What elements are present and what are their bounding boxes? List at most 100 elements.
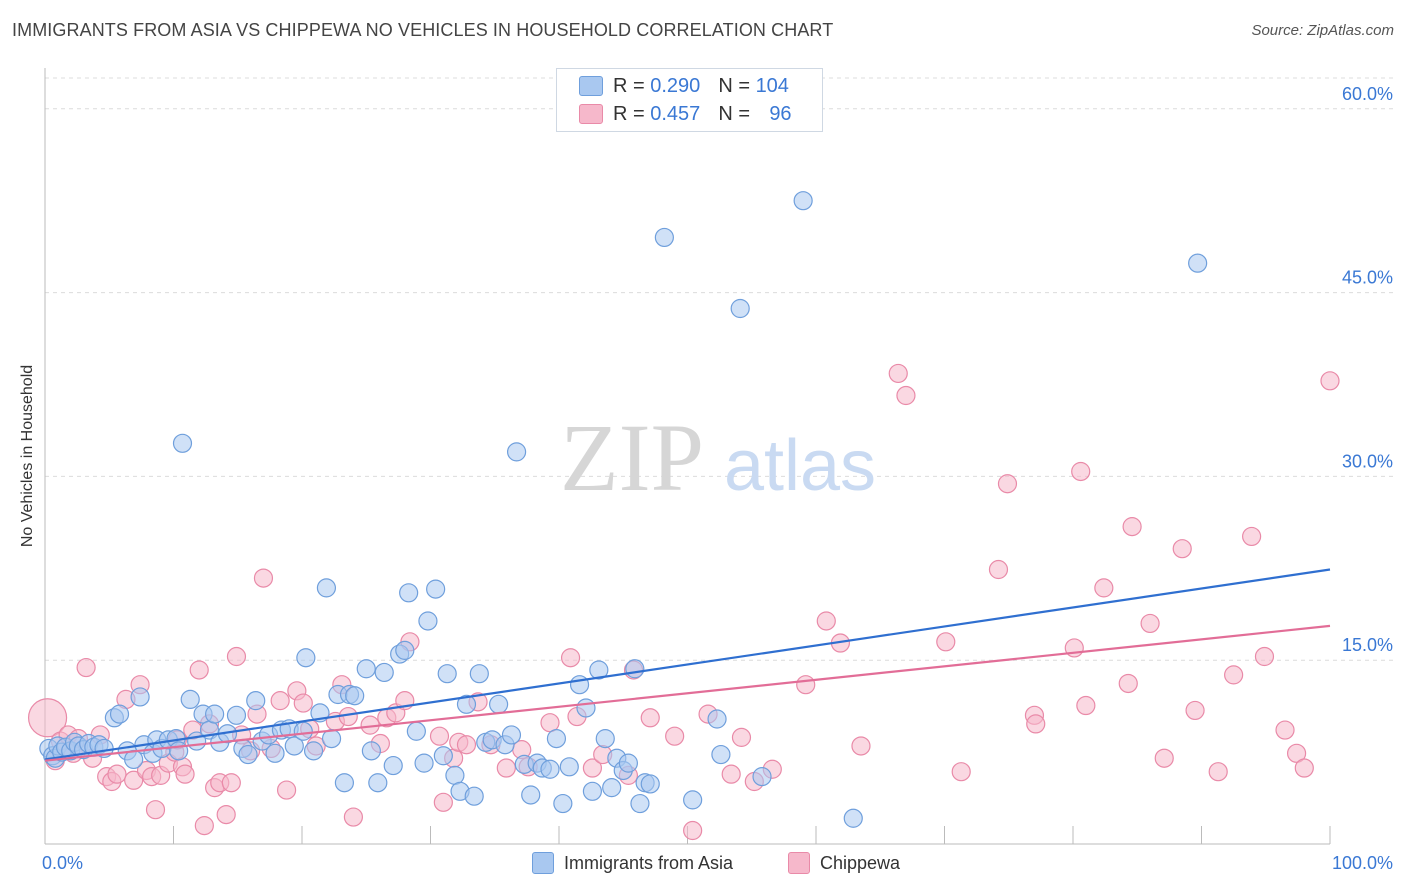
chippewa-point [343,807,363,827]
chippewa-point [107,764,127,784]
asia-point [383,755,403,776]
chippewa-point [124,770,144,790]
chippewa-point [429,726,450,746]
asia-point [414,753,434,773]
asia-point [368,773,388,793]
asia-n-value: 104 [755,74,789,97]
asia-point [793,191,813,211]
chippewa-point [951,762,971,782]
chippewa-point [216,804,236,825]
y-tick-label: 15.0% [1342,635,1393,655]
chippewa-point [1122,517,1142,537]
chippewa-point [253,568,274,588]
chippewa-point [896,385,916,406]
y-tick-label: 30.0% [1342,451,1393,471]
asia-point [711,744,731,765]
asia-point [654,227,674,248]
asia-point [730,298,750,319]
asia-point [395,640,415,660]
chippewa-point [270,691,290,711]
x-tick-label-max: 100.0% [1332,853,1393,873]
chippewa-point [851,736,871,756]
chippewa-point [1118,673,1138,694]
gridlines [45,77,1395,661]
chippewa-point [1208,762,1228,782]
chippewa-swatch [579,104,603,124]
chippewa-point [560,648,581,668]
legend-item-asia[interactable]: Immigrants from Asia [532,852,733,874]
chippewa-point [1224,665,1244,685]
chippewa-point [145,800,166,820]
chippewa-point [665,726,685,746]
watermark-atlas: atlas [724,426,876,506]
chippewa-point [433,792,453,812]
chippewa-trend-line [44,624,1331,762]
asia-point [361,741,381,761]
asia-r-label: R = [613,74,645,97]
asia-n-label: N = [718,74,750,97]
asia-point [506,442,527,462]
asia-point [356,659,376,679]
chippewa-point [456,735,477,755]
asia-point [374,662,394,683]
chippewa-point [76,657,96,678]
trend-lines [44,568,1331,762]
asia-point [630,793,650,814]
legend-item-chippewa[interactable]: Chippewa [788,852,900,874]
asia-point [109,704,130,724]
asia-point [226,705,247,725]
asia-point [316,578,337,598]
chart-title: IMMIGRANTS FROM ASIA VS CHIPPEWA NO VEHI… [12,20,834,40]
asia-point [172,433,193,453]
chippewa-point [1094,578,1114,598]
chippewa-point [1185,700,1205,721]
asia-swatch [579,76,603,96]
asia-point [602,778,622,798]
asia-point [640,774,660,794]
asia-legend-swatch [532,852,554,874]
asia-r-value: 0.290 [650,74,701,97]
chippewa-point [1172,539,1192,559]
chippewa-n-label: N = [718,102,750,125]
chippewa-point [1320,371,1340,391]
chippewa-point [816,611,836,631]
watermark: ZIP atlas [560,404,876,511]
asia-point [553,793,573,814]
asia-point [625,659,645,679]
chippewa-point [276,780,297,800]
asia-point [595,729,615,749]
asia-point [399,583,419,603]
asia-point [1188,253,1208,273]
asia-point [433,746,453,766]
chippewa-point [721,764,741,784]
series-legend: Immigrants from Asia Chippewa [0,852,1406,878]
asia-point [180,689,200,710]
asia-point [445,765,465,785]
chippewa-point [936,632,956,652]
watermark-zip: ZIP [560,404,704,511]
chippewa-point [997,474,1018,494]
chippewa-point [988,559,1009,580]
asia-point [464,786,484,806]
y-tick-label: 45.0% [1342,268,1393,288]
asia-point [469,664,489,684]
source-credit: Source: ZipAtlas.com [1251,22,1394,39]
chippewa-point [1140,613,1160,634]
asia-point [284,736,304,756]
chippewa-point [888,363,908,384]
asia-points [39,191,1208,828]
asia-point [618,753,638,773]
asia-point [296,648,316,668]
asia-point [334,773,355,793]
asia-point [456,694,477,714]
correlation-legend: R = 0.290 N = 104 R = 0.457 N = 96 [556,68,823,132]
chippewa-point [1076,695,1096,716]
asia-point [130,687,150,707]
chippewa-point [731,727,752,747]
legend-row-asia: R = 0.290 N = 104 [579,73,789,99]
asia-point [238,744,258,765]
chippewa-point [189,660,209,680]
chippewa-point [1254,646,1275,667]
chippewa-point [1294,758,1314,778]
